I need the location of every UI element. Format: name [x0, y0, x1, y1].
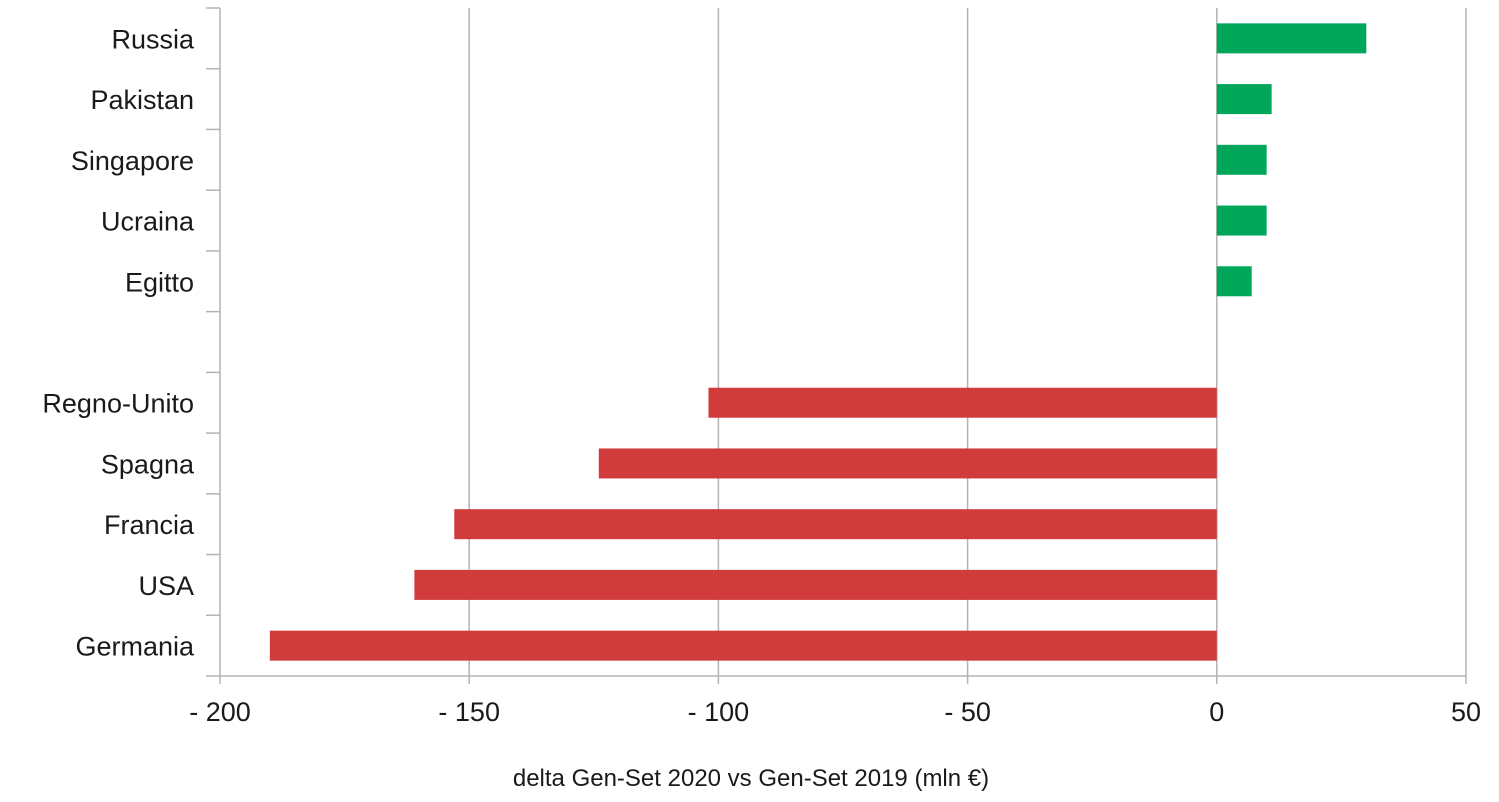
bar-pakistan [1216, 84, 1272, 115]
labels: - 200 - 150 - 100 - 50 0 50 Russia Pakistan Sing… [42, 24, 1481, 727]
axes [206, 7, 1467, 684]
bar-usa [414, 569, 1217, 600]
bar-regno-unito [708, 387, 1217, 418]
grid-lines [219, 8, 1467, 676]
category-label: USA [138, 571, 194, 601]
x-tick-label: 0 [1209, 697, 1224, 727]
bar-ucraina [1216, 205, 1267, 236]
x-tick-label: - 200 [189, 697, 251, 727]
category-label: Singapore [71, 146, 194, 176]
x-tick-label: - 150 [438, 697, 500, 727]
category-label: Regno-Unito [42, 389, 194, 419]
category-label: Francia [104, 510, 195, 540]
category-label: Ucraina [101, 207, 195, 237]
bar-germania [269, 630, 1217, 661]
x-tick-label: - 100 [688, 697, 750, 727]
category-label: Spagna [101, 449, 195, 479]
x-axis-title: delta Gen-Set 2020 vs Gen-Set 2019 (mln … [513, 765, 989, 792]
bar-russia [1216, 23, 1367, 54]
bar-egitto [1216, 266, 1252, 297]
bar-singapore [1216, 144, 1267, 175]
x-tick-label: 50 [1451, 697, 1481, 727]
category-label: Russia [111, 24, 195, 54]
bars [269, 23, 1367, 661]
x-tick-label: - 50 [944, 697, 991, 727]
category-label: Pakistan [90, 85, 194, 115]
bar-francia [454, 509, 1217, 540]
category-label: Egitto [125, 267, 194, 297]
bar-spagna [598, 448, 1217, 479]
category-label: Germania [75, 632, 195, 662]
